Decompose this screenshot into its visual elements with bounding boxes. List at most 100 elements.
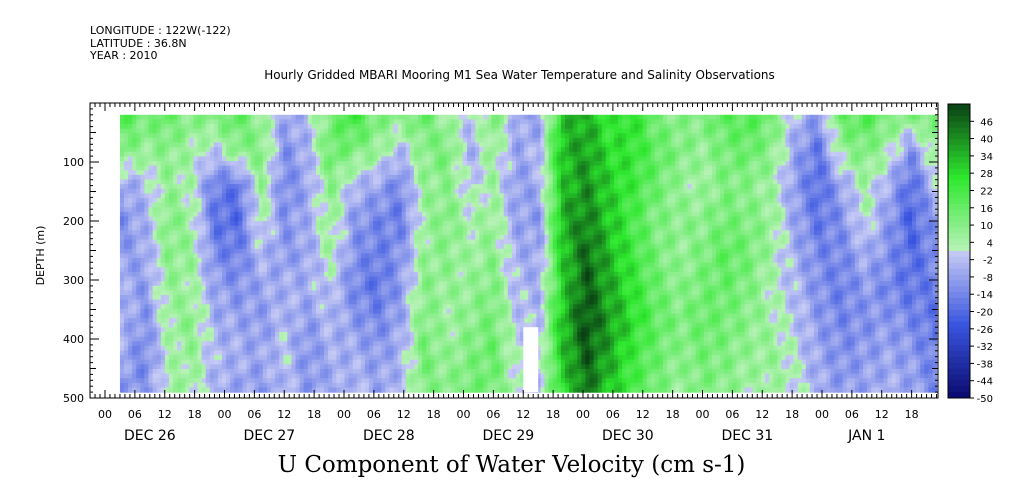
heatmap-cell bbox=[458, 142, 464, 148]
heatmap-cell bbox=[724, 161, 729, 167]
heatmap-cell bbox=[814, 156, 819, 162]
heatmap-cell bbox=[907, 142, 913, 148]
heatmap-cell bbox=[213, 202, 219, 208]
heatmap-cell bbox=[834, 147, 840, 153]
heatmap-cell bbox=[291, 216, 297, 222]
heatmap-cell bbox=[548, 216, 554, 222]
heatmap-cell bbox=[360, 151, 366, 157]
heatmap-cell bbox=[891, 202, 897, 208]
heatmap-cell bbox=[434, 207, 439, 213]
heatmap-cell bbox=[507, 124, 513, 130]
heatmap-cell bbox=[826, 221, 831, 227]
heatmap-cell bbox=[585, 211, 591, 218]
heatmap-cell bbox=[471, 161, 476, 167]
heatmap-cell bbox=[377, 119, 382, 125]
heatmap-cell bbox=[226, 128, 231, 134]
heatmap-cell bbox=[324, 207, 329, 213]
heatmap-cell bbox=[560, 147, 566, 153]
heatmap-cell bbox=[393, 225, 399, 231]
heatmap-cell bbox=[560, 128, 566, 134]
heatmap-cell bbox=[299, 174, 305, 181]
heatmap-cell bbox=[613, 133, 619, 139]
heatmap-cell bbox=[556, 193, 562, 199]
heatmap-cell bbox=[217, 147, 223, 153]
heatmap-cell bbox=[634, 114, 640, 121]
heatmap-cell bbox=[291, 184, 297, 190]
heatmap-cell bbox=[377, 124, 382, 130]
heatmap-cell bbox=[511, 161, 517, 167]
heatmap-cell bbox=[462, 151, 468, 157]
heatmap-cell bbox=[899, 161, 905, 167]
heatmap-cell bbox=[303, 151, 309, 157]
heatmap-cell bbox=[266, 147, 272, 153]
heatmap-cell bbox=[826, 119, 831, 125]
heatmap-cell bbox=[564, 197, 570, 204]
heatmap-cell bbox=[303, 124, 309, 130]
heatmap-cell bbox=[213, 179, 219, 185]
heatmap-cell bbox=[589, 207, 595, 213]
heatmap-cell bbox=[222, 193, 227, 199]
heatmap-cell bbox=[381, 174, 386, 181]
heatmap-cell bbox=[552, 142, 558, 148]
heatmap-cell bbox=[520, 193, 525, 199]
heatmap-cell bbox=[262, 211, 268, 218]
heatmap-cell bbox=[899, 151, 905, 157]
heatmap-cell bbox=[234, 179, 239, 185]
heatmap-cell bbox=[475, 161, 480, 167]
heatmap-cell bbox=[850, 142, 856, 148]
heatmap-cell bbox=[822, 128, 827, 134]
heatmap-cell bbox=[736, 119, 742, 125]
heatmap-cell bbox=[471, 170, 476, 176]
heatmap-cell bbox=[279, 128, 284, 134]
heatmap-cell bbox=[883, 216, 889, 222]
heatmap-cell bbox=[152, 221, 158, 227]
heatmap-cell bbox=[822, 165, 827, 171]
heatmap-cell bbox=[667, 216, 672, 222]
heatmap-cell bbox=[642, 216, 648, 222]
heatmap-cell bbox=[393, 151, 399, 157]
heatmap-cell bbox=[311, 207, 317, 213]
heatmap-cell bbox=[275, 202, 280, 208]
heatmap-cell bbox=[381, 151, 386, 157]
heatmap-cell bbox=[479, 142, 484, 148]
heatmap-cell bbox=[389, 188, 395, 194]
heatmap-cell bbox=[552, 165, 558, 171]
heatmap-cell bbox=[287, 202, 293, 208]
heatmap-cell bbox=[393, 179, 399, 185]
heatmap-cell bbox=[417, 147, 423, 153]
heatmap-cell bbox=[262, 133, 268, 139]
heatmap-cell bbox=[654, 179, 660, 185]
heatmap-cell bbox=[303, 142, 309, 148]
heatmap-cell bbox=[385, 128, 391, 134]
heatmap-cell bbox=[230, 188, 235, 194]
heatmap-cell bbox=[213, 128, 219, 134]
heatmap-cell bbox=[164, 174, 170, 181]
heatmap-cell bbox=[299, 137, 305, 144]
heatmap-cell bbox=[148, 151, 154, 157]
heatmap-cell bbox=[556, 128, 562, 134]
heatmap-cell bbox=[675, 114, 680, 121]
heatmap-cell bbox=[532, 124, 537, 130]
heatmap-cell bbox=[307, 216, 313, 222]
heatmap-cell bbox=[760, 156, 766, 162]
heatmap-cell bbox=[667, 202, 672, 208]
heatmap-cell bbox=[769, 156, 774, 162]
heatmap-cell bbox=[136, 119, 141, 125]
heatmap-cell bbox=[217, 156, 223, 162]
heatmap-cell bbox=[601, 128, 607, 134]
heatmap-cell bbox=[560, 216, 566, 222]
heatmap-cell bbox=[912, 128, 917, 134]
heatmap-cell bbox=[524, 128, 529, 134]
heatmap-cell bbox=[867, 128, 872, 134]
heatmap-cell bbox=[801, 156, 807, 162]
heatmap-cell bbox=[650, 188, 656, 194]
heatmap-cell bbox=[213, 137, 219, 144]
heatmap-cell bbox=[846, 216, 852, 222]
heatmap-cell bbox=[430, 174, 435, 181]
heatmap-cell bbox=[916, 161, 921, 167]
heatmap-cell bbox=[752, 124, 758, 130]
heatmap-cell bbox=[867, 221, 872, 227]
heatmap-cell bbox=[426, 119, 431, 125]
heatmap-cell bbox=[528, 142, 533, 148]
heatmap-cell bbox=[246, 216, 252, 222]
